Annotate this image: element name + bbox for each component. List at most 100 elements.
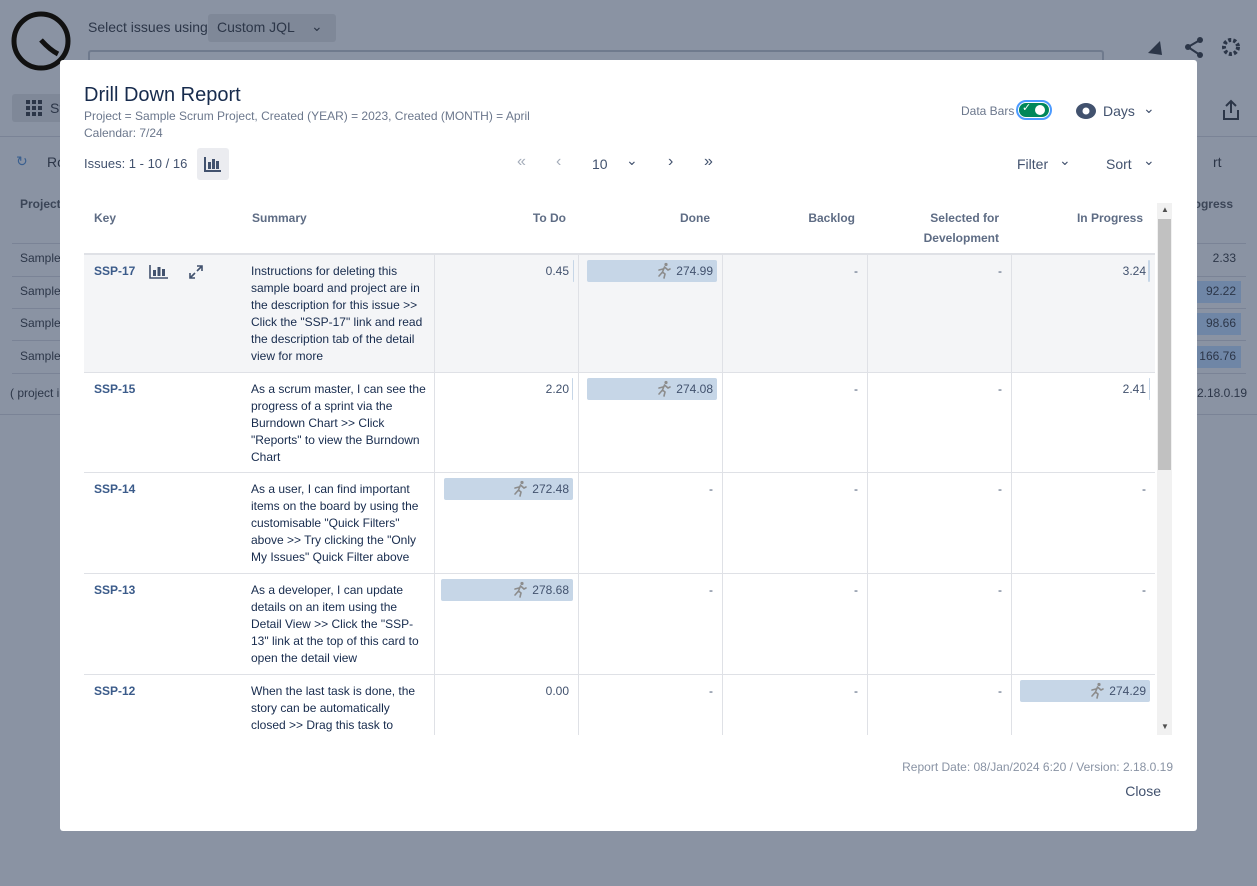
column-border: [434, 675, 435, 735]
filter-button[interactable]: Filter: [1017, 156, 1049, 172]
issue-summary: As a scrum master, I can see the progres…: [251, 382, 426, 464]
first-page[interactable]: «: [517, 153, 526, 170]
cell-value: -: [1142, 583, 1146, 597]
cell-value: -: [854, 264, 858, 278]
bg-project: Sample: [20, 283, 61, 298]
cell-value: 272.48: [532, 482, 569, 496]
column-border: [867, 574, 868, 675]
column-border: [578, 255, 579, 373]
column-border: [867, 675, 868, 735]
cell-value: -: [709, 482, 713, 496]
bg-value: 166.76: [1199, 348, 1236, 363]
nav-label: St: [50, 100, 64, 116]
status-runner: [657, 380, 671, 397]
column-border: [722, 473, 723, 574]
cell-value: -: [709, 583, 713, 597]
cell-value: -: [998, 482, 1002, 496]
chevron: ⌄: [1059, 152, 1071, 168]
cell-value: -: [1142, 482, 1146, 496]
export-icon[interactable]: [1222, 99, 1240, 121]
scroll-thumb[interactable]: [1158, 219, 1171, 470]
status-runner: [1090, 682, 1104, 699]
bg-version: 2.18.0.19: [1196, 386, 1247, 400]
status-runner: [513, 581, 527, 598]
chevron: ⌄: [311, 18, 323, 34]
last-page[interactable]: »: [704, 153, 713, 170]
column-border: [434, 473, 435, 574]
status-runner: [513, 480, 527, 497]
jql-input[interactable]: [88, 50, 1104, 62]
issue-key[interactable]: SSP-14: [94, 482, 136, 496]
toggle-check: ✓: [1022, 102, 1032, 114]
data-bar: [1148, 260, 1150, 282]
column-border: [434, 574, 435, 675]
cell-value: 0.00: [545, 684, 569, 698]
column-header: In Progress: [1076, 211, 1143, 225]
drill-down-modal: Drill Down Report Project = Sample Scrum…: [60, 60, 1197, 831]
column-border: [578, 574, 579, 675]
scroll-down[interactable]: ▼: [1161, 722, 1169, 731]
bg-project: Sample: [20, 348, 61, 363]
chart-toggle[interactable]: [197, 148, 229, 180]
data-bar: [443, 478, 573, 500]
time-unit[interactable]: Days: [1103, 103, 1135, 119]
close-button[interactable]: Close: [1125, 783, 1161, 799]
bg-header: ogress: [1193, 197, 1233, 211]
scrollbar[interactable]: ▲ ▼: [1157, 203, 1172, 735]
table-row: [84, 473, 1155, 574]
chevron: ⌄: [1143, 100, 1155, 116]
page-size[interactable]: 10: [592, 156, 608, 172]
column-border: [434, 373, 435, 473]
data-bar: [1148, 378, 1150, 400]
cell-value: -: [998, 264, 1002, 278]
column-header: Selected for Development: [923, 211, 999, 245]
scroll-up[interactable]: ▲: [1161, 205, 1169, 214]
column-border: [578, 473, 579, 574]
row-chart-icon: [149, 265, 168, 279]
bg-value: 2.33: [1212, 251, 1236, 265]
column-border: [578, 373, 579, 473]
cell-value: -: [854, 482, 858, 496]
sort-button[interactable]: Sort: [1106, 156, 1132, 172]
data-bar: [1020, 680, 1150, 702]
column-border: [722, 675, 723, 735]
calendar: Calendar: 7/24: [84, 126, 163, 140]
column-header: Key: [94, 211, 117, 225]
column-header: To Do: [532, 211, 566, 225]
header-icons: [1148, 37, 1240, 58]
modal-title: Drill Down Report: [84, 84, 241, 106]
issue-key[interactable]: SSP-13: [94, 583, 136, 597]
issues-table: Key Summary To Do Done Backlog Selected for D…: [84, 200, 1155, 735]
prev-page[interactable]: ‹: [556, 153, 562, 170]
column-header: Done: [680, 211, 710, 225]
column-border: [867, 255, 868, 373]
cell-value: 274.29: [1109, 684, 1146, 698]
bg-project: Sample: [20, 316, 61, 330]
data-bar: [441, 579, 573, 601]
toggle-knob: [1035, 105, 1045, 115]
data-bars-label: Data Bars: [961, 104, 1015, 118]
column-border: [434, 255, 435, 373]
column-border: [722, 574, 723, 675]
column-border: [1011, 574, 1012, 675]
issue-key[interactable]: SSP-17: [94, 264, 136, 278]
next-page[interactable]: ›: [668, 153, 674, 170]
report-date: Report Date: 08/Jan/2024 6:20 / Version:…: [902, 760, 1173, 774]
column-header: Backlog: [808, 211, 855, 225]
issue-summary: When the last task is done, the story ca…: [251, 684, 416, 732]
cell-value: -: [854, 583, 858, 597]
chevron: ⌄: [626, 152, 638, 168]
column-border: [722, 255, 723, 373]
cell-value: 278.68: [532, 583, 569, 597]
refresh-icon: ↻: [16, 153, 28, 169]
issue-key[interactable]: SSP-12: [94, 684, 136, 698]
grid-icon: [26, 100, 42, 116]
issue-key[interactable]: SSP-15: [94, 382, 136, 396]
column-border: [1011, 675, 1012, 735]
bg-value: 98.66: [1205, 316, 1236, 330]
chart-icon: [204, 157, 221, 172]
sort-label[interactable]: rt: [1213, 154, 1222, 170]
data-bars-toggle[interactable]: ✓: [1016, 100, 1052, 120]
jql-dropdown[interactable]: Custom JQL ⌄: [208, 14, 336, 42]
